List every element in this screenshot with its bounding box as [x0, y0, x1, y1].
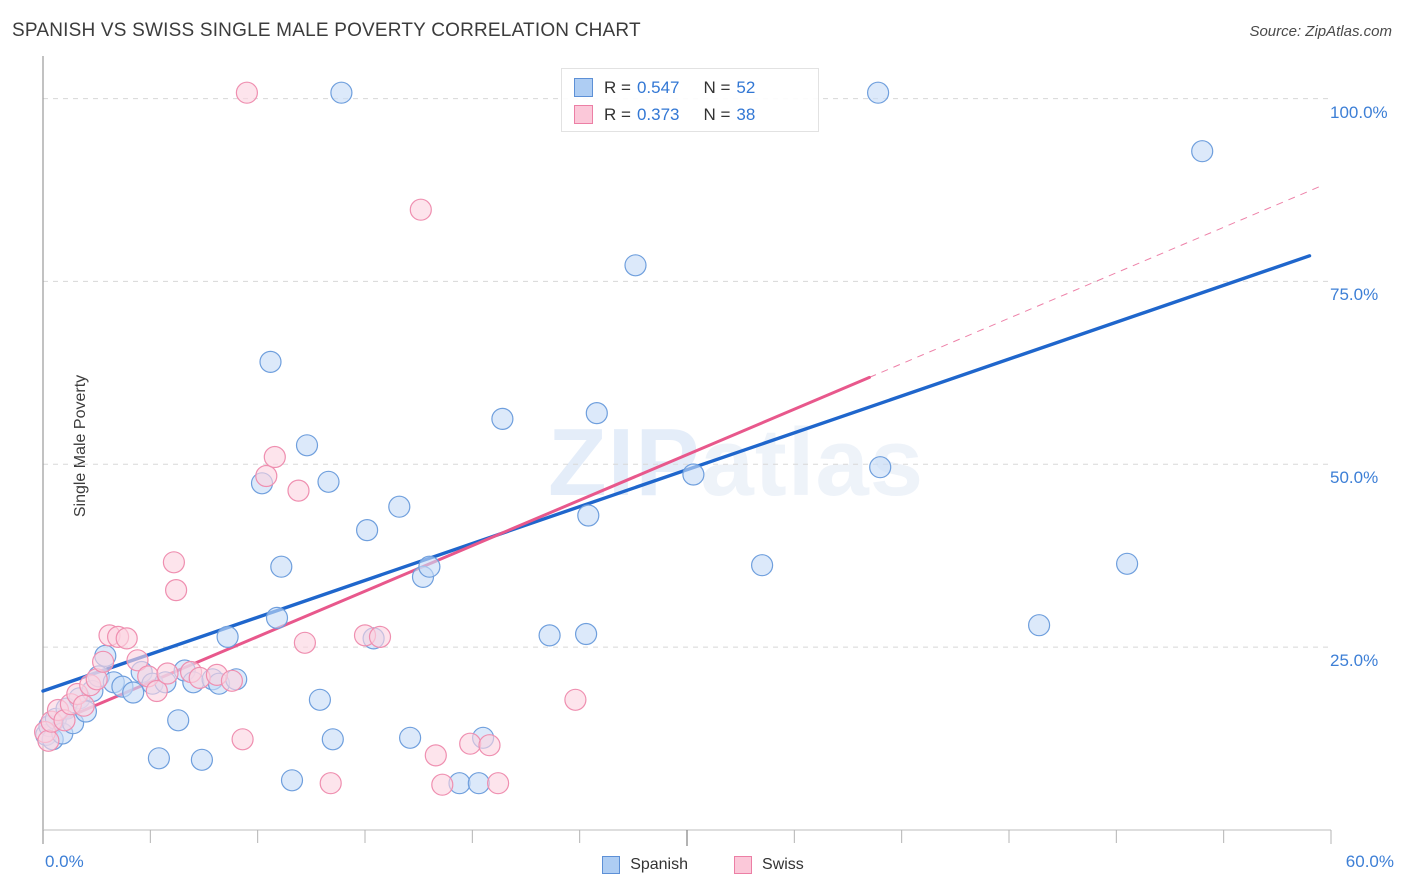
spanish-r-value: 0.547: [636, 77, 680, 97]
data-point[interactable]: [265, 606, 289, 630]
data-point[interactable]: [91, 650, 115, 673]
trendline-spanish: [41, 254, 1312, 693]
series-legend: Spanish Swiss: [0, 856, 1406, 874]
data-point[interactable]: [368, 625, 392, 649]
data-point[interactable]: [409, 198, 432, 221]
legend-item-swiss[interactable]: Swiss: [734, 856, 804, 874]
series-points-spanish: [35, 81, 1214, 795]
swiss-legend-swatch-icon: [734, 856, 753, 874]
data-point[interactable]: [478, 734, 501, 757]
data-point[interactable]: [145, 679, 168, 703]
data-point[interactable]: [126, 649, 149, 672]
data-point[interactable]: [321, 728, 344, 751]
swiss-n-value: 38: [736, 104, 756, 124]
data-point[interactable]: [1027, 614, 1051, 637]
data-point[interactable]: [574, 622, 598, 646]
data-point[interactable]: [750, 554, 774, 577]
data-point[interactable]: [162, 551, 185, 574]
data-point[interactable]: [330, 81, 353, 104]
data-point[interactable]: [156, 662, 179, 685]
spanish-r-label: R =: [604, 77, 631, 97]
spanish-n-value: 52: [736, 77, 756, 97]
y-tick-label-100: 100.0%: [1330, 102, 1388, 122]
y-tick-label-25: 25.0%: [1330, 651, 1379, 671]
data-point[interactable]: [624, 254, 647, 277]
data-point[interactable]: [122, 681, 145, 704]
data-point[interactable]: [467, 772, 490, 795]
page-title: SPANISH VS SWISS SINGLE MALE POVERTY COR…: [12, 20, 641, 41]
data-point[interactable]: [263, 445, 286, 469]
trend-lines: [41, 185, 1321, 730]
swiss-r-label: R =: [604, 104, 631, 124]
data-point[interactable]: [585, 402, 608, 425]
spanish-legend-swatch-icon: [602, 856, 621, 874]
x-tick-label-max: 60.0%: [1345, 852, 1394, 871]
legend-row-swiss: R = 0.373 N = 38: [574, 101, 808, 128]
correlation-legend: R = 0.547 N = 52 R = 0.373 N = 38: [561, 68, 819, 132]
data-point[interactable]: [418, 555, 441, 578]
data-point[interactable]: [216, 625, 239, 649]
data-point[interactable]: [1191, 140, 1214, 163]
data-point[interactable]: [190, 748, 213, 771]
data-point[interactable]: [255, 464, 278, 488]
spanish-n-label: N =: [703, 77, 731, 97]
data-point[interactable]: [308, 688, 331, 711]
data-point[interactable]: [564, 688, 587, 711]
data-point[interactable]: [388, 495, 411, 518]
data-point[interactable]: [115, 627, 138, 650]
swiss-swatch-icon: [574, 105, 593, 124]
data-point[interactable]: [424, 744, 447, 767]
swiss-r-value: 0.373: [636, 104, 680, 124]
data-point[interactable]: [319, 772, 342, 795]
data-point[interactable]: [399, 726, 422, 749]
data-point[interactable]: [295, 434, 319, 457]
swiss-n-label: N =: [703, 104, 731, 124]
trendline-extrapolated-swiss: [869, 185, 1321, 378]
source-attribution: Source: ZipAtlas.com: [1249, 23, 1392, 40]
spanish-legend-label: Spanish: [630, 856, 689, 873]
data-point[interactable]: [72, 694, 95, 717]
data-point[interactable]: [459, 732, 482, 755]
data-point[interactable]: [356, 518, 379, 542]
data-point[interactable]: [487, 772, 510, 795]
data-point[interactable]: [231, 728, 254, 751]
data-point[interactable]: [866, 81, 890, 104]
data-point[interactable]: [577, 504, 600, 527]
data-point[interactable]: [280, 769, 304, 792]
data-point[interactable]: [220, 669, 243, 692]
data-point[interactable]: [293, 631, 316, 654]
swiss-legend-label: Swiss: [762, 856, 804, 873]
data-point[interactable]: [37, 729, 60, 752]
data-point[interactable]: [167, 709, 190, 732]
data-point[interactable]: [538, 624, 561, 647]
x-tick-label-min: 0.0%: [45, 852, 84, 871]
y-tick-label-50: 50.0%: [1330, 468, 1379, 488]
data-point[interactable]: [235, 81, 258, 104]
data-point[interactable]: [869, 456, 892, 479]
data-point[interactable]: [147, 747, 170, 770]
legend-row-spanish: R = 0.547 N = 52: [574, 74, 808, 101]
data-point[interactable]: [491, 407, 514, 430]
data-point[interactable]: [259, 350, 282, 373]
data-point[interactable]: [165, 578, 188, 602]
y-tick-label-75: 75.0%: [1330, 285, 1379, 305]
data-point[interactable]: [287, 479, 310, 502]
data-point[interactable]: [1115, 552, 1139, 575]
legend-item-spanish[interactable]: Spanish: [602, 856, 688, 874]
data-point[interactable]: [431, 773, 454, 796]
data-point[interactable]: [682, 463, 705, 486]
data-point[interactable]: [270, 555, 293, 578]
data-point[interactable]: [317, 470, 340, 493]
series-points-swiss: [33, 81, 587, 796]
spanish-swatch-icon: [574, 78, 593, 97]
